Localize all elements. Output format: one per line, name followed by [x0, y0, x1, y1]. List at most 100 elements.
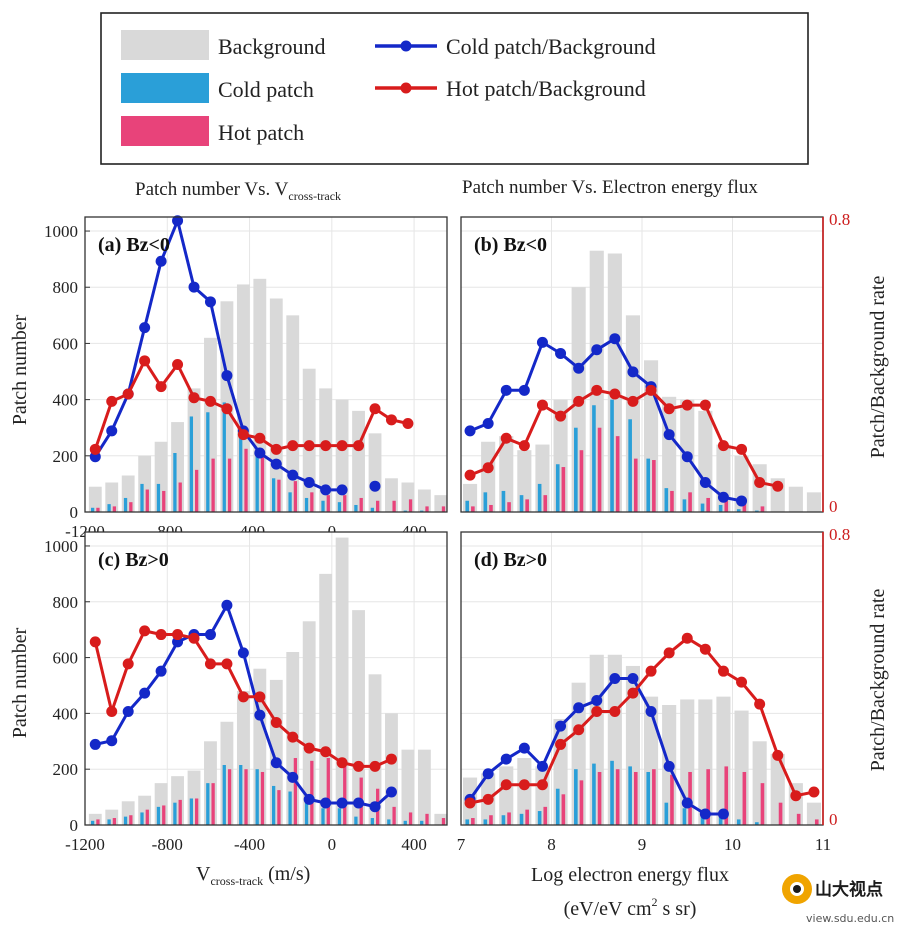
background-bar	[698, 699, 713, 825]
cold-ratio-point	[369, 480, 381, 492]
cold-patch-bar	[700, 813, 705, 825]
cold-patch-bar	[222, 765, 226, 825]
hot-ratio-point	[464, 797, 476, 809]
cold-ratio-point	[155, 665, 167, 677]
cold-ratio-point	[482, 768, 494, 780]
cold-patch-bar	[628, 419, 632, 512]
hot-ratio-point	[645, 665, 657, 677]
hot-patch-bar	[408, 812, 413, 825]
hot-ratio-point	[790, 790, 802, 802]
right-y-tick-label: 0.8	[829, 210, 850, 229]
background-bar	[187, 388, 201, 512]
cold-ratio-point	[237, 647, 249, 659]
right-xlabel-line2-sup: 2	[652, 895, 658, 909]
hot-ratio-point	[237, 429, 249, 441]
hot-patch-bar	[244, 769, 248, 825]
cold-ratio-point	[254, 447, 266, 459]
cold-patch-bar	[682, 499, 687, 512]
hot-ratio-point	[663, 647, 675, 659]
hot-patch-bar	[145, 809, 149, 825]
hot-patch-bar	[543, 806, 548, 825]
cold-ratio-point	[106, 425, 118, 437]
hot-patch-bar	[615, 769, 620, 825]
background-bar	[171, 776, 184, 825]
hot-ratio-point	[237, 691, 249, 703]
right-y-tick-label: 0	[829, 497, 838, 516]
background-bar	[368, 674, 382, 825]
legend-label-background: Background	[218, 34, 326, 59]
cold-ratio-point	[663, 429, 675, 441]
cold-patch-bar	[519, 495, 524, 512]
hot-ratio-point	[609, 705, 621, 717]
background-bar	[105, 482, 119, 512]
hot-patch-bar	[211, 783, 215, 825]
hot-patch-bar	[561, 794, 566, 825]
hot-patch-bar	[392, 806, 396, 825]
cold-ratio-point	[573, 702, 585, 714]
hot-ratio-point	[369, 403, 381, 415]
y-tick-label: 600	[53, 649, 79, 668]
background-bar	[698, 410, 713, 512]
plot-frame	[84, 531, 448, 826]
right-xlabel-line2: (eV/eV cm2 s sr)	[564, 895, 697, 920]
watermark-logo-pupil	[793, 885, 801, 893]
hot-patch-bar	[561, 467, 566, 512]
right-ylabel-bottom: Patch/Background rate	[867, 589, 889, 772]
hot-ratio-point	[369, 760, 381, 772]
hot-patch-bar	[376, 500, 380, 512]
x-tick-label: -400	[234, 835, 265, 854]
cold-patch-bar	[206, 412, 210, 512]
x-tick-label: 7	[457, 835, 466, 854]
hot-ratio-point	[122, 658, 134, 670]
hot-patch-bar	[706, 769, 710, 825]
hot-ratio-point	[139, 355, 151, 367]
cold-patch-bar	[304, 798, 309, 825]
cold-ratio-point	[681, 797, 693, 809]
hot-ratio-point	[482, 462, 494, 474]
hot-patch-bar	[742, 502, 747, 512]
background-bar	[517, 450, 532, 512]
hot-ratio-point	[89, 636, 101, 648]
hot-patch-bar	[441, 818, 446, 825]
left-column-title: Patch number Vs. Vcross-track	[135, 179, 341, 203]
background-bar	[806, 492, 822, 512]
cold-patch-bar	[628, 766, 632, 825]
hot-ratio-point	[139, 625, 151, 637]
cold-ratio-line	[94, 219, 343, 492]
background-bar	[788, 486, 803, 512]
background-bar	[385, 478, 398, 512]
background-bar	[105, 809, 119, 825]
background-bar	[417, 489, 431, 512]
hot-patch-bar	[525, 809, 529, 825]
legend: Background Cold patch Hot patch Cold pat…	[100, 12, 809, 165]
cold-patch-bar	[664, 488, 669, 512]
hot-ratio-point	[717, 665, 729, 677]
x-tick-label: -800	[152, 835, 183, 854]
cold-patch-bar	[370, 507, 375, 512]
hot-ratio-point	[536, 779, 548, 791]
hot-patch-bar	[489, 504, 493, 512]
hot-ratio-point	[591, 705, 603, 717]
hot-ratio-point	[518, 440, 530, 452]
cold-ratio-point	[699, 808, 711, 820]
cold-ratio-point	[609, 333, 621, 345]
plot-frame	[84, 216, 448, 513]
hot-patch-bar	[597, 427, 602, 512]
left-ylabel-bottom: Patch number	[9, 627, 31, 738]
hot-ratio-point	[772, 749, 784, 761]
hot-patch-bar	[310, 492, 314, 512]
cold-patch-bar	[337, 502, 342, 512]
cold-patch-bar	[288, 492, 292, 512]
cold-patch-bar	[574, 427, 578, 512]
hot-patch-bar	[425, 813, 429, 825]
background-bar	[220, 721, 234, 825]
cold-ratio-point	[139, 687, 151, 699]
hot-ratio-point	[681, 632, 693, 644]
hot-patch-bar	[260, 453, 265, 512]
cold-ratio-point	[155, 255, 167, 267]
hot-patch-bar	[507, 502, 511, 512]
cold-ratio-point	[518, 742, 530, 754]
background-bar	[481, 441, 496, 512]
panel-label: (b) Bz<0	[474, 234, 547, 256]
cold-patch-bar	[107, 504, 111, 512]
